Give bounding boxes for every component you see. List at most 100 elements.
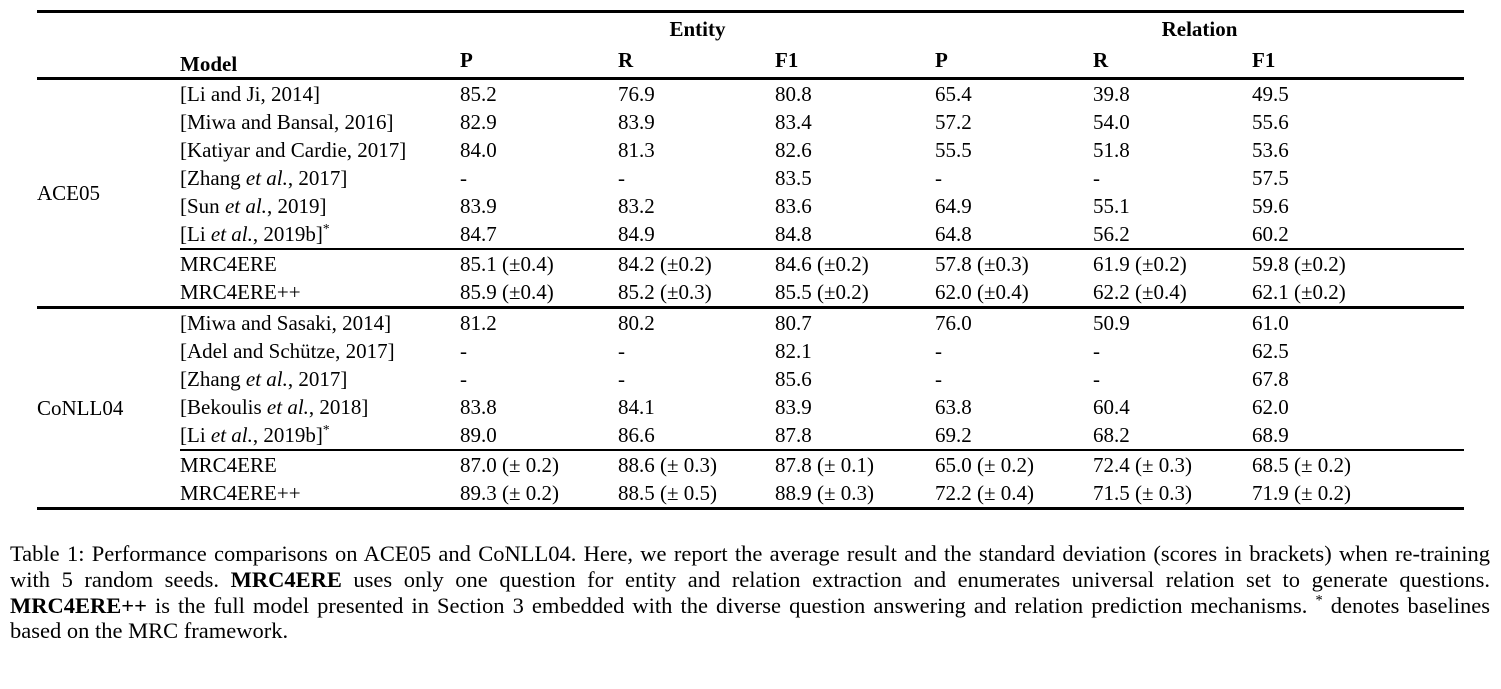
model-cell: [Li et al., 2019b]*: [180, 421, 330, 447]
model-cell: MRC4ERE++: [180, 279, 301, 304]
table-row: [Adel and Schütze, 2017] - - 82.1 - - 62.5: [37, 337, 1464, 365]
table-row: CoNLL04 [Miwa and Sasaki, 2014] 81.2 80.2 80…: [37, 306, 1465, 509]
score-cell: 39.8: [1093, 77, 1252, 108]
table-body: ACE05 [Li and Ji, 2014] 85.2 76.9 80.8 65.4 39…: [37, 77, 1465, 509]
model-cell: MRC4ERE++: [180, 480, 301, 505]
paper-page: Model Entity Relation P R F1 P R F1 ACE05 [Li …: [37, 10, 1465, 510]
dataset-cell: ACE05: [37, 77, 180, 308]
score-cell: 65.0 (± 0.2): [935, 449, 1093, 479]
score-cell: 82.6: [775, 137, 812, 162]
score-cell: 68.2: [1093, 422, 1130, 447]
score-cell: 85.2: [460, 77, 618, 108]
score-cell: 67.8: [1252, 366, 1289, 391]
score-cell: 63.8: [935, 394, 972, 419]
model-cell: [Adel and Schütze, 2017]: [180, 338, 395, 363]
score-cell: -: [935, 165, 942, 190]
model-cell: MRC4ERE: [180, 248, 460, 278]
score-cell: 87.8 (± 0.1): [775, 449, 935, 479]
score-cell: 84.1: [618, 394, 655, 419]
score-cell: 55.6: [1252, 109, 1289, 134]
score-cell: -: [1093, 366, 1100, 391]
table-header: Model Entity Relation P R F1 P R F1: [37, 12, 1465, 80]
subcolumn-header: F1: [1252, 46, 1465, 80]
model-cell: [Li and Ji, 2014]: [180, 77, 460, 108]
score-cell: 80.2: [618, 306, 775, 337]
score-cell: 81.3: [618, 137, 655, 162]
score-cell: -: [618, 165, 625, 190]
score-cell: 59.6: [1252, 193, 1289, 218]
score-cell: 69.2: [935, 422, 972, 447]
table-row: [Sun et al., 2019] 83.9 83.2 83.6 64.9 55.1 59…: [37, 192, 1464, 220]
score-cell: 72.2 (± 0.4): [935, 480, 1035, 505]
header-sub-row: P R F1 P R F1: [37, 46, 1465, 80]
score-cell: 55.1: [1093, 193, 1130, 218]
score-cell: -: [1093, 165, 1100, 190]
score-cell: 60.4: [1093, 394, 1130, 419]
score-cell: -: [460, 165, 467, 190]
score-cell: 62.0: [1252, 394, 1289, 419]
score-cell: 85.2 (±0.3): [618, 279, 712, 304]
score-cell: 64.9: [935, 193, 972, 218]
model-cell: [Miwa and Sasaki, 2014]: [180, 306, 460, 337]
score-cell: 84.2 (±0.2): [618, 248, 775, 278]
score-cell: 57.5: [1252, 165, 1289, 190]
entity-group-header: Entity: [669, 17, 726, 41]
score-cell: 76.0: [935, 306, 1093, 337]
score-cell: 87.0 (± 0.2): [460, 449, 618, 479]
relation-group-header: Relation: [1161, 17, 1238, 41]
table-row: [Katiyar and Cardie, 2017] 84.0 81.3 82.6 55…: [37, 136, 1464, 164]
score-cell: 62.0 (±0.4): [935, 279, 1029, 304]
score-cell: 61.9 (±0.2): [1093, 248, 1252, 278]
score-cell: 57.2: [935, 109, 972, 134]
model-cell: [Katiyar and Cardie, 2017]: [180, 137, 407, 162]
score-cell: -: [618, 366, 625, 391]
score-cell: -: [935, 366, 942, 391]
table-row: MRC4ERE++ 85.9 (±0.4) 85.2 (±0.3) 85.5 (±0.…: [37, 278, 1464, 308]
table-caption: Table 1: Performance comparisons on ACE0…: [10, 541, 1491, 644]
dataset-cell: CoNLL04: [37, 306, 180, 509]
score-cell: 85.9 (±0.4): [460, 279, 554, 304]
score-cell: 50.9: [1093, 306, 1252, 337]
model-cell: [Zhang et al., 2017]: [180, 366, 348, 391]
score-cell: 62.2 (±0.4): [1093, 279, 1187, 304]
model-cell: [Sun et al., 2019]: [180, 193, 327, 218]
score-cell: 83.9: [775, 394, 812, 419]
table-row: [Li et al., 2019b]* 84.7 84.9 84.8 64.8 56.2 6…: [37, 220, 1464, 249]
score-cell: -: [460, 366, 467, 391]
score-cell: 89.0: [460, 422, 497, 447]
score-cell: 84.0: [460, 137, 497, 162]
score-cell: 56.2: [1093, 221, 1130, 246]
score-cell: 57.8 (±0.3): [935, 248, 1093, 278]
score-cell: -: [1093, 338, 1100, 363]
score-cell: 83.4: [775, 109, 812, 134]
score-cell: 49.5: [1252, 77, 1465, 108]
score-cell: 68.9: [1252, 422, 1289, 447]
score-cell: 89.3 (± 0.2): [460, 480, 560, 505]
model-column-header: Model: [180, 52, 238, 76]
score-cell: 83.9: [618, 109, 655, 134]
results-table: Model Entity Relation P R F1 P R F1 ACE05 [Li …: [37, 10, 1465, 510]
score-cell: 85.5 (±0.2): [775, 279, 869, 304]
score-cell: -: [618, 338, 625, 363]
score-cell: 81.2: [460, 306, 618, 337]
table-row: [Zhang et al., 2017] - - 85.6 - - 67.8: [37, 365, 1464, 393]
subcolumn-header: P: [935, 46, 1093, 80]
score-cell: 60.2: [1252, 221, 1289, 246]
score-cell: -: [935, 338, 942, 363]
score-cell: 61.0: [1252, 306, 1465, 337]
model-cell: MRC4ERE: [180, 449, 460, 479]
score-cell: 84.6 (±0.2): [775, 248, 935, 278]
score-cell: 84.8: [775, 221, 812, 246]
table-row: [Zhang et al., 2017] - - 83.5 - - 57.5: [37, 164, 1464, 192]
table-row: ACE05 [Li and Ji, 2014] 85.2 76.9 80.8 65.4 39…: [37, 77, 1465, 308]
score-cell: 64.8: [935, 221, 972, 246]
score-cell: 76.9: [618, 77, 775, 108]
score-cell: 71.5 (± 0.3): [1093, 480, 1193, 505]
score-cell: 59.8 (±0.2): [1252, 248, 1465, 278]
model-cell: [Miwa and Bansal, 2016]: [180, 109, 394, 134]
table-row: MRC4ERE 87.0 (± 0.2) 88.6 (± 0.3) 87.8 (± 0…: [37, 449, 1465, 479]
score-cell: 83.8: [460, 394, 497, 419]
model-cell: [Zhang et al., 2017]: [180, 165, 348, 190]
score-cell: 80.8: [775, 77, 935, 108]
score-cell: 88.9 (± 0.3): [775, 480, 875, 505]
